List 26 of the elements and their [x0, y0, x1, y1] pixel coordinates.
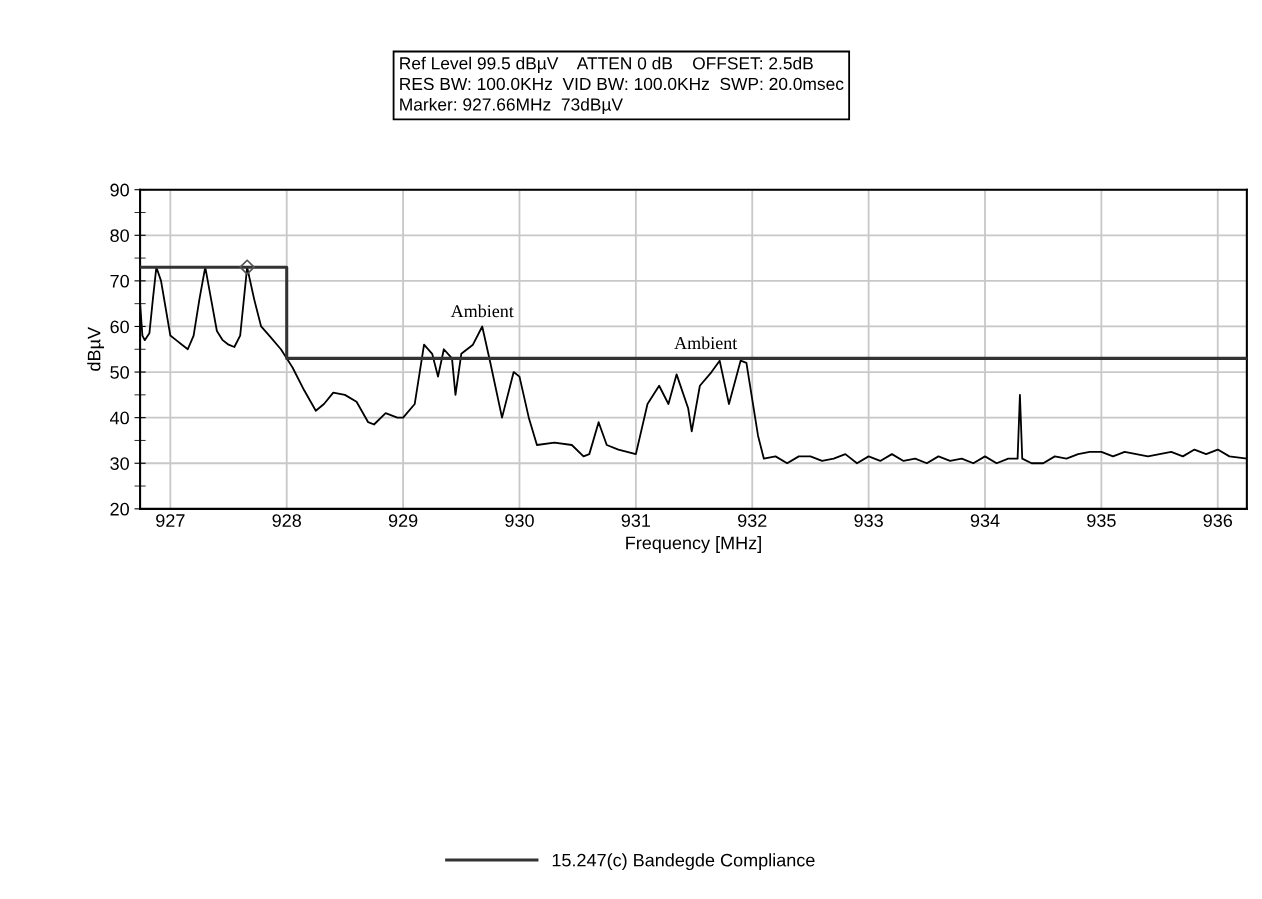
y-tick-label: 20: [110, 502, 129, 516]
annotation: Ambient: [674, 336, 738, 350]
text: RES BW: 100.0KHz VID BW: 100.0KHz SWP: 20.0msec: [400, 77, 844, 91]
x-tick-label: 929: [388, 514, 418, 527]
y-tick-label: 50: [110, 365, 129, 379]
x-tick-label: 927: [156, 514, 185, 527]
y-tick-label: 30: [110, 457, 129, 470]
text: Ref Level 99.5 dBµV ATTEN 0 dB OFFSET: 2.5dB: [400, 56, 813, 73]
y-tick-label: 70: [110, 274, 129, 288]
x-tick-label: 932: [738, 514, 767, 527]
x-tick-label: 931: [621, 514, 651, 527]
y-tick-label: 60: [110, 320, 129, 334]
x-tick-label: 936: [1203, 514, 1233, 527]
y-tick-label: 40: [110, 411, 129, 425]
y-tick-label: 80: [110, 229, 129, 242]
annotation: Ambient: [450, 304, 514, 318]
x-axis-title: Frequency [MHz]: [626, 536, 761, 553]
x-tick-label: 928: [272, 514, 301, 527]
x-tick-label: 933: [854, 514, 883, 527]
x-tick-label: 934: [970, 514, 1000, 527]
text: Marker: 927.66MHz 73dBµV: [400, 97, 623, 115]
x-tick-label: 930: [505, 514, 534, 527]
legend-label: 15.247(c) Bandegde Compliance: [552, 853, 815, 871]
y-axis-title: dBµV: [87, 327, 105, 371]
x-tick-label: 935: [1087, 514, 1116, 527]
y-tick-label: 90: [110, 183, 129, 197]
